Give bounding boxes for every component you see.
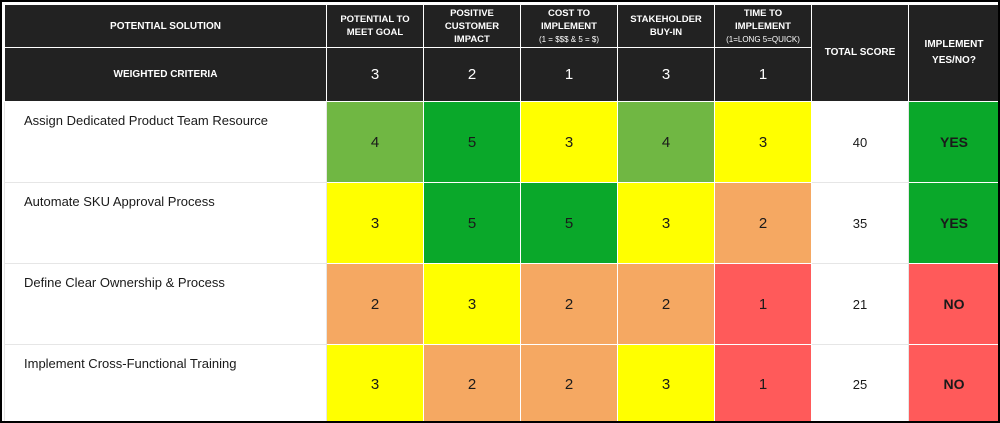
implement-cell: YES <box>908 101 998 183</box>
criteria-weight: 2 <box>423 47 521 102</box>
score-cell: 3 <box>617 344 715 421</box>
criteria-title: COST TO IMPLEMENT <box>541 7 597 32</box>
solution-name: Implement Cross-Functional Training <box>4 344 327 421</box>
total-score-header: TOTAL SCORE <box>811 4 909 102</box>
total-score-cell: 21 <box>811 263 909 345</box>
total-score-cell: 25 <box>811 344 909 421</box>
score-cell: 3 <box>617 182 715 264</box>
criteria-subtitle: (1 = $$$ & 5 = $) <box>538 34 600 44</box>
implement-header: IMPLEMENT YES/NO? <box>908 4 998 102</box>
header-row-criteria: POTENTIAL SOLUTION POTENTIAL TO MEET GOA… <box>4 4 998 102</box>
score-cell: 5 <box>423 101 521 183</box>
solution-row: Automate SKU Approval Process 3 5 5 3 2 … <box>4 182 998 264</box>
criteria-header: STAKEHOLDER BUY-IN <box>617 4 715 48</box>
criteria-header: POSITIVE CUSTOMER IMPACT <box>423 4 521 48</box>
solution-name: Automate SKU Approval Process <box>4 182 327 264</box>
criteria-subtitle: (1=LONG 5=QUICK) <box>726 34 800 44</box>
implement-cell: YES <box>908 182 998 264</box>
score-cell: 2 <box>714 182 812 264</box>
potential-solution-header: POTENTIAL SOLUTION <box>4 4 327 48</box>
score-cell: 1 <box>714 263 812 345</box>
decision-matrix-table: POTENTIAL SOLUTION POTENTIAL TO MEET GOA… <box>4 4 999 421</box>
score-cell: 3 <box>423 263 521 345</box>
implement-cell: NO <box>908 263 998 345</box>
criteria-weight: 3 <box>326 47 424 102</box>
solution-name: Define Clear Ownership & Process <box>4 263 327 345</box>
solution-row: Implement Cross-Functional Training 3 2 … <box>4 344 998 421</box>
criteria-header: COST TO IMPLEMENT (1 = $$$ & 5 = $) <box>520 4 618 48</box>
score-cell: 2 <box>520 344 618 421</box>
score-cell: 3 <box>326 344 424 421</box>
criteria-weight: 1 <box>714 47 812 102</box>
solution-row: Define Clear Ownership & Process 2 3 2 2… <box>4 263 998 345</box>
score-cell: 2 <box>326 263 424 345</box>
criteria-title: TIME TO IMPLEMENT <box>735 7 791 32</box>
score-cell: 1 <box>714 344 812 421</box>
score-cell: 4 <box>326 101 424 183</box>
total-score-cell: 40 <box>811 101 909 183</box>
criteria-weight: 1 <box>520 47 618 102</box>
total-score-cell: 35 <box>811 182 909 264</box>
score-cell: 2 <box>423 344 521 421</box>
score-cell: 3 <box>520 101 618 183</box>
criteria-title: STAKEHOLDER BUY-IN <box>630 14 702 38</box>
score-cell: 3 <box>714 101 812 183</box>
score-cell: 4 <box>617 101 715 183</box>
implement-cell: NO <box>908 344 998 421</box>
weighted-criteria-label: WEIGHTED CRITERIA <box>4 47 327 102</box>
solution-name: Assign Dedicated Product Team Resource <box>4 101 327 183</box>
score-cell: 3 <box>326 182 424 264</box>
criteria-header: POTENTIAL TO MEET GOAL <box>326 4 424 48</box>
score-cell: 2 <box>617 263 715 345</box>
score-cell: 2 <box>520 263 618 345</box>
header-row-weights: WEIGHTED CRITERIA 3 2 1 3 1 <box>4 47 999 102</box>
criteria-title: POTENTIAL TO MEET GOAL <box>340 14 410 38</box>
score-cell: 5 <box>520 182 618 264</box>
criteria-header: TIME TO IMPLEMENT (1=LONG 5=QUICK) <box>714 4 812 48</box>
score-cell: 5 <box>423 182 521 264</box>
criteria-weight: 3 <box>617 47 715 102</box>
solution-row: Assign Dedicated Product Team Resource 4… <box>4 101 998 183</box>
criteria-title: POSITIVE CUSTOMER IMPACT <box>444 7 500 45</box>
